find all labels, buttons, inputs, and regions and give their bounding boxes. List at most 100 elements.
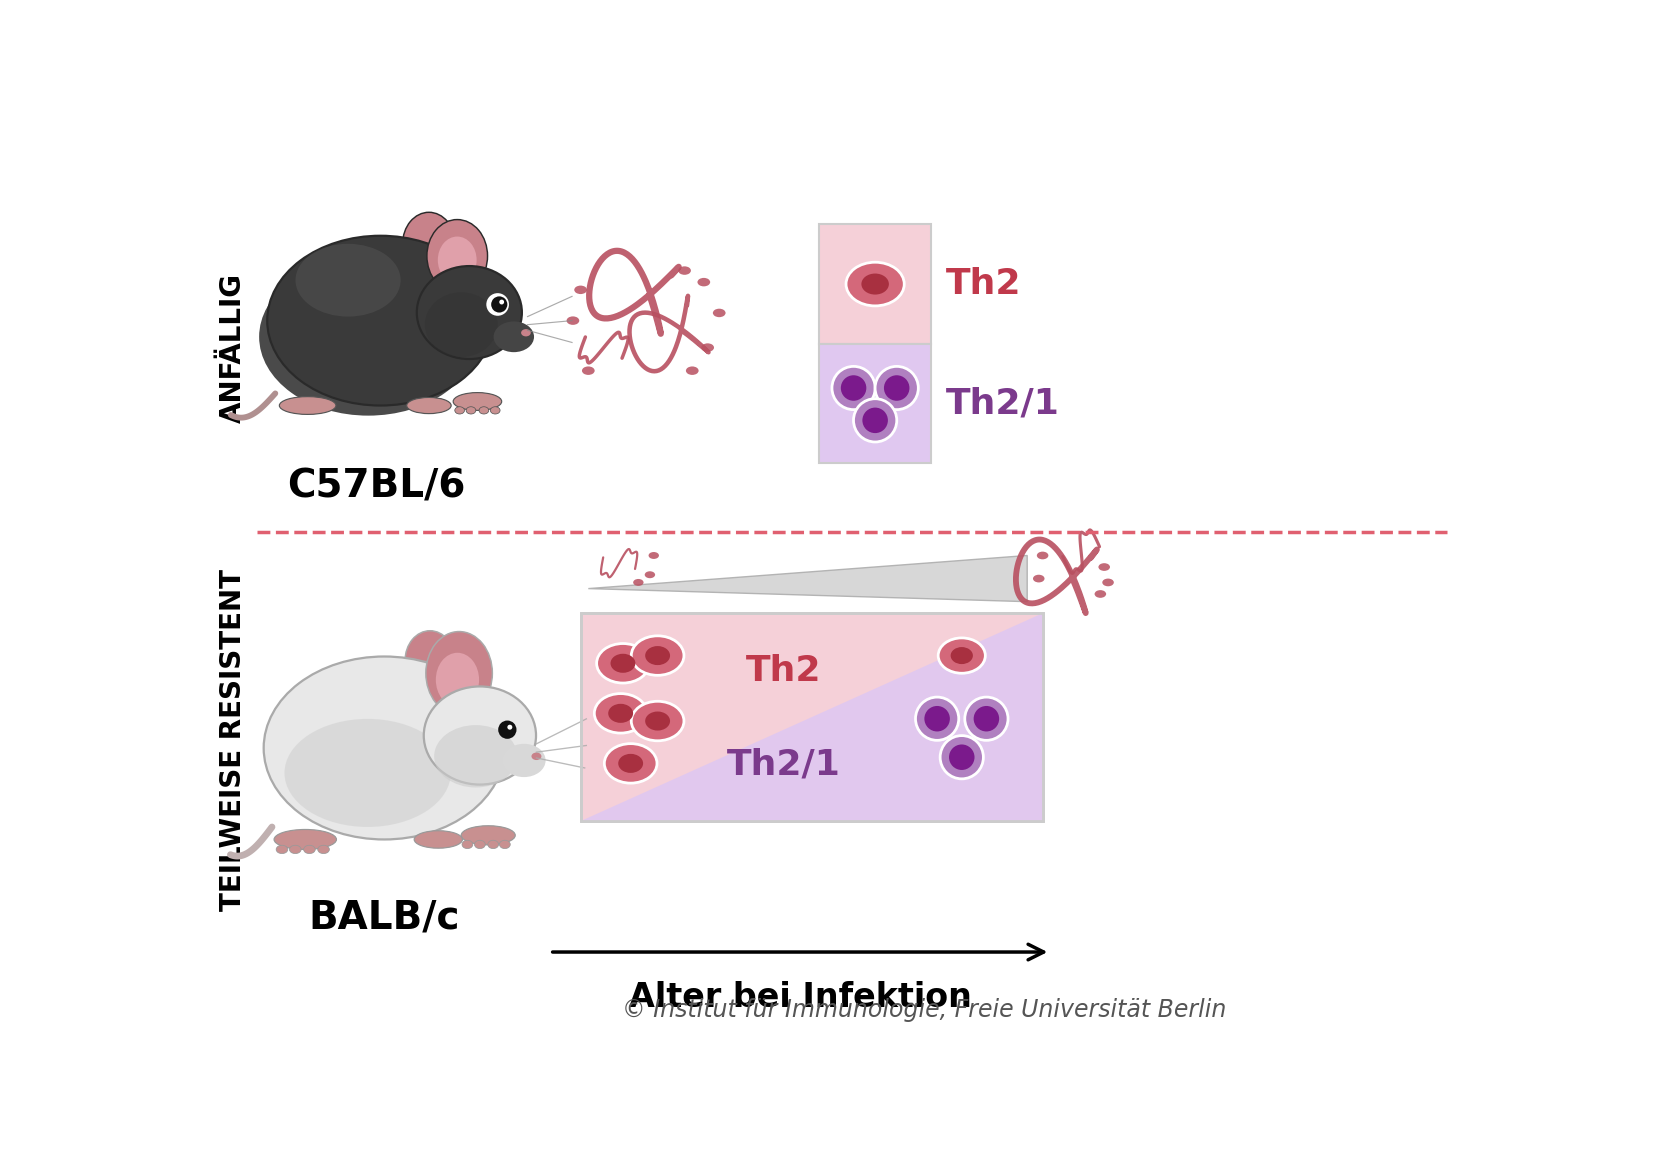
Ellipse shape xyxy=(478,406,488,414)
Text: Th2: Th2 xyxy=(746,654,821,688)
Text: ANFÄLLIG: ANFÄLLIG xyxy=(218,272,247,423)
Ellipse shape xyxy=(260,258,477,416)
Ellipse shape xyxy=(649,552,659,559)
Ellipse shape xyxy=(266,236,493,405)
Ellipse shape xyxy=(645,572,655,579)
Ellipse shape xyxy=(861,274,889,294)
Ellipse shape xyxy=(455,406,465,414)
Ellipse shape xyxy=(1094,590,1106,598)
Ellipse shape xyxy=(938,638,985,673)
Circle shape xyxy=(841,375,866,400)
Bar xyxy=(581,613,1043,821)
Circle shape xyxy=(948,745,975,769)
Ellipse shape xyxy=(685,367,698,375)
Ellipse shape xyxy=(609,704,634,723)
Ellipse shape xyxy=(462,825,515,845)
Circle shape xyxy=(500,299,505,305)
Ellipse shape xyxy=(435,653,478,707)
Circle shape xyxy=(973,707,1000,731)
Ellipse shape xyxy=(697,278,710,286)
Circle shape xyxy=(508,725,513,730)
Ellipse shape xyxy=(631,701,684,740)
Circle shape xyxy=(862,407,887,433)
Ellipse shape xyxy=(417,267,521,359)
Circle shape xyxy=(492,297,508,313)
Ellipse shape xyxy=(1099,563,1111,570)
Ellipse shape xyxy=(611,654,636,673)
Circle shape xyxy=(915,697,958,740)
Ellipse shape xyxy=(296,243,401,317)
Ellipse shape xyxy=(453,392,501,411)
Ellipse shape xyxy=(634,579,644,585)
Ellipse shape xyxy=(631,636,684,675)
Circle shape xyxy=(940,736,983,779)
Ellipse shape xyxy=(597,644,649,683)
Ellipse shape xyxy=(263,656,505,839)
Ellipse shape xyxy=(424,687,536,785)
Ellipse shape xyxy=(566,317,579,325)
Ellipse shape xyxy=(574,285,588,294)
Text: TEILWEISE RESISTENT: TEILWEISE RESISTENT xyxy=(218,569,247,911)
Ellipse shape xyxy=(604,744,657,783)
Ellipse shape xyxy=(488,840,498,849)
Circle shape xyxy=(965,697,1008,740)
Ellipse shape xyxy=(1033,575,1044,582)
Text: C57BL/6: C57BL/6 xyxy=(288,467,465,505)
Ellipse shape xyxy=(427,220,488,292)
Bar xyxy=(819,225,932,343)
Circle shape xyxy=(854,399,897,442)
Polygon shape xyxy=(588,555,1028,602)
Circle shape xyxy=(832,367,875,410)
Ellipse shape xyxy=(402,212,455,276)
Ellipse shape xyxy=(318,845,329,853)
Ellipse shape xyxy=(490,406,500,414)
Ellipse shape xyxy=(679,267,690,275)
Circle shape xyxy=(875,367,919,410)
Ellipse shape xyxy=(583,367,594,375)
Ellipse shape xyxy=(425,292,498,357)
Ellipse shape xyxy=(1102,579,1114,587)
Ellipse shape xyxy=(462,840,473,849)
Ellipse shape xyxy=(407,397,452,413)
Ellipse shape xyxy=(594,694,647,733)
Ellipse shape xyxy=(531,753,541,760)
Ellipse shape xyxy=(290,845,301,853)
Ellipse shape xyxy=(303,845,314,853)
Ellipse shape xyxy=(467,406,477,414)
Ellipse shape xyxy=(493,321,535,353)
Ellipse shape xyxy=(645,711,670,731)
Ellipse shape xyxy=(285,719,450,826)
Ellipse shape xyxy=(619,754,644,773)
Text: © Institut für Immunologie, Freie Universität Berlin: © Institut für Immunologie, Freie Univer… xyxy=(622,998,1226,1022)
Ellipse shape xyxy=(275,830,336,850)
Ellipse shape xyxy=(475,840,485,849)
Ellipse shape xyxy=(405,631,455,690)
Ellipse shape xyxy=(414,831,462,849)
Text: BALB/c: BALB/c xyxy=(308,899,460,936)
Circle shape xyxy=(487,293,510,315)
Ellipse shape xyxy=(1036,552,1048,560)
Ellipse shape xyxy=(521,329,531,336)
Circle shape xyxy=(925,707,950,731)
Polygon shape xyxy=(581,613,1043,821)
Ellipse shape xyxy=(702,343,713,352)
Text: Th2: Th2 xyxy=(947,267,1021,301)
Ellipse shape xyxy=(280,397,336,414)
Ellipse shape xyxy=(846,262,904,306)
Ellipse shape xyxy=(500,840,510,849)
Text: Th2/1: Th2/1 xyxy=(727,748,841,782)
Ellipse shape xyxy=(645,646,670,665)
Circle shape xyxy=(498,721,516,739)
Ellipse shape xyxy=(503,744,546,778)
Ellipse shape xyxy=(439,236,477,284)
Bar xyxy=(819,343,932,463)
Ellipse shape xyxy=(713,308,725,317)
Ellipse shape xyxy=(276,845,288,853)
Ellipse shape xyxy=(434,725,518,788)
Ellipse shape xyxy=(950,647,973,665)
Circle shape xyxy=(884,375,910,400)
Text: Th2/1: Th2/1 xyxy=(947,386,1061,420)
Text: Alter bei Infektion: Alter bei Infektion xyxy=(629,981,971,1014)
Bar xyxy=(581,613,1043,821)
Ellipse shape xyxy=(425,632,493,715)
